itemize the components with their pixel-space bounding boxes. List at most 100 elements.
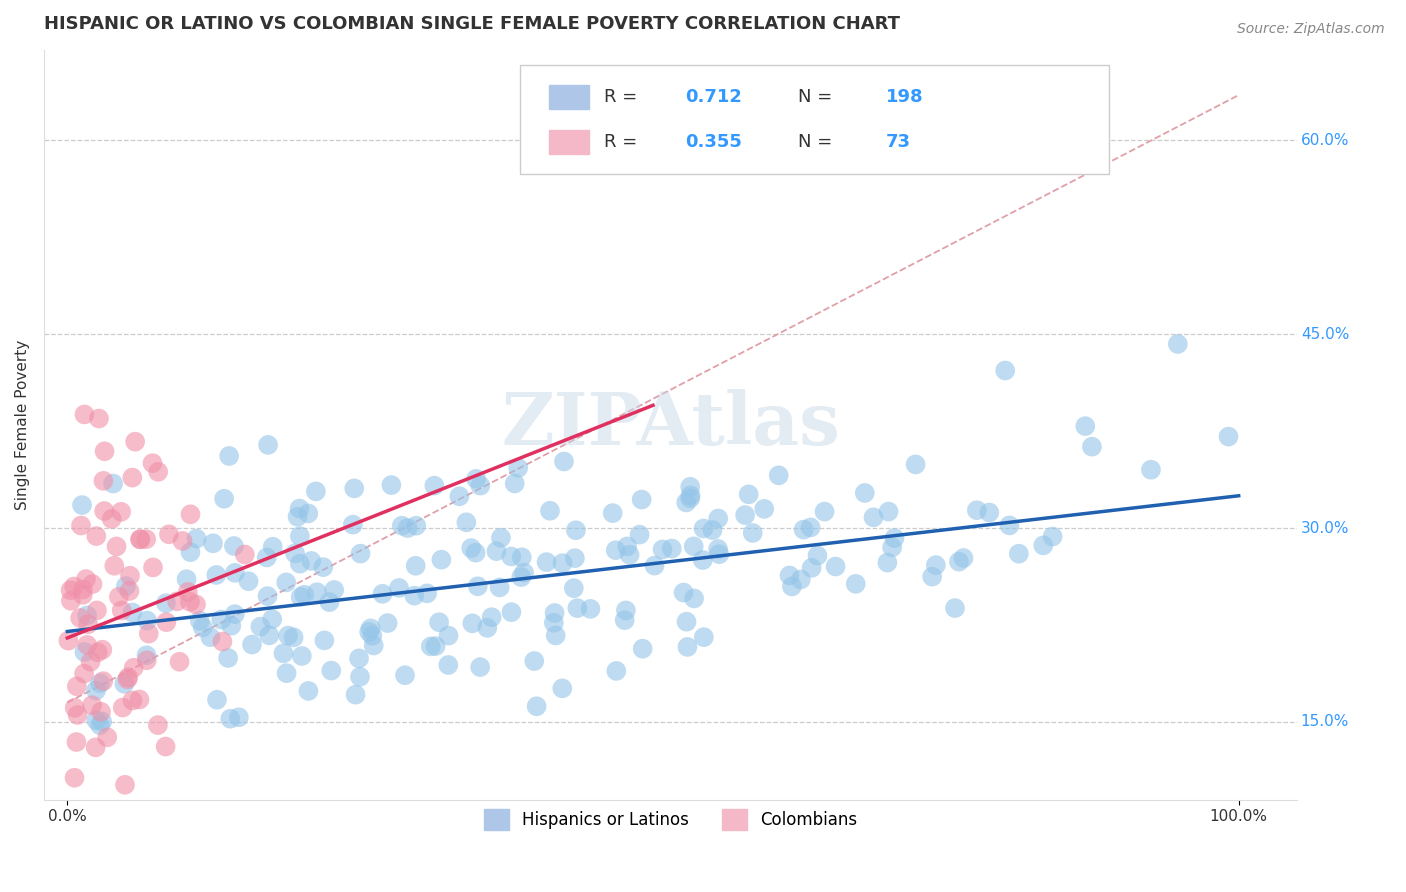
Point — [299, 554, 322, 568]
Point — [172, 533, 194, 548]
Point — [114, 778, 136, 792]
Point — [135, 532, 157, 546]
Text: R =: R = — [605, 88, 643, 106]
Point — [108, 590, 131, 604]
Point — [508, 460, 530, 475]
Point — [118, 568, 141, 582]
Point — [943, 601, 966, 615]
Point — [276, 575, 298, 590]
Point — [129, 532, 152, 546]
Point — [141, 456, 163, 470]
Text: Source: ZipAtlas.com: Source: ZipAtlas.com — [1237, 22, 1385, 37]
Point — [179, 595, 201, 609]
Point — [565, 523, 588, 537]
Point — [707, 511, 730, 525]
Point — [179, 545, 201, 559]
Text: 73: 73 — [886, 133, 911, 151]
Point — [224, 607, 246, 621]
Point — [292, 588, 315, 602]
Point — [288, 557, 311, 571]
Point — [877, 505, 900, 519]
Point — [449, 489, 471, 503]
Point — [218, 449, 240, 463]
Point — [347, 651, 370, 665]
Point — [59, 594, 82, 608]
Point — [66, 679, 89, 693]
Point — [101, 476, 124, 491]
Point — [211, 634, 233, 648]
Point — [579, 602, 602, 616]
Point — [485, 544, 508, 558]
Point — [779, 568, 801, 582]
Point — [63, 579, 86, 593]
Text: N =: N = — [799, 88, 838, 106]
Point — [69, 611, 91, 625]
Point — [277, 629, 299, 643]
Point — [1081, 440, 1104, 454]
Text: 30.0%: 30.0% — [1301, 521, 1350, 535]
Point — [65, 735, 87, 749]
Point — [979, 506, 1001, 520]
Point — [679, 480, 702, 494]
Point — [460, 541, 482, 555]
Point — [682, 539, 704, 553]
Point — [273, 646, 295, 660]
Point — [284, 546, 307, 560]
Point — [105, 540, 128, 554]
Point — [464, 546, 486, 560]
Point — [146, 718, 169, 732]
Point — [1140, 463, 1163, 477]
Point — [290, 590, 312, 604]
Point — [205, 568, 228, 582]
Bar — [548, 130, 589, 154]
Point — [72, 582, 94, 597]
Point — [853, 486, 876, 500]
Point — [155, 615, 177, 629]
Point — [813, 505, 835, 519]
Point — [96, 731, 118, 745]
Point — [510, 550, 533, 565]
Point — [676, 640, 699, 654]
Point — [179, 508, 201, 522]
Point — [430, 552, 453, 566]
Point — [117, 673, 139, 687]
Point — [91, 674, 114, 689]
Point — [118, 584, 141, 599]
Point — [679, 491, 702, 506]
Point — [82, 577, 104, 591]
Point — [467, 579, 489, 593]
Point — [124, 434, 146, 449]
Point — [135, 653, 157, 667]
Point — [288, 501, 311, 516]
Point — [377, 615, 399, 630]
Point — [59, 583, 82, 598]
Point — [110, 505, 132, 519]
Point — [693, 630, 716, 644]
Point — [862, 510, 884, 524]
Point — [543, 606, 565, 620]
Point — [465, 472, 488, 486]
Point — [66, 805, 89, 819]
Point — [209, 613, 232, 627]
Point — [75, 572, 97, 586]
Point — [359, 624, 381, 639]
Point — [224, 566, 246, 580]
Point — [423, 478, 446, 492]
Point — [806, 549, 828, 563]
Point — [344, 688, 367, 702]
Point — [614, 603, 637, 617]
Point — [952, 551, 974, 566]
Point — [416, 586, 439, 600]
Point — [461, 616, 484, 631]
Point — [734, 508, 756, 522]
Point — [741, 526, 763, 541]
Point — [631, 641, 654, 656]
Point — [73, 666, 96, 681]
Point — [77, 617, 100, 632]
Point — [630, 492, 652, 507]
Point — [998, 518, 1021, 533]
Point — [84, 714, 107, 728]
Point — [1074, 419, 1097, 434]
Point — [93, 444, 115, 458]
Legend: Hispanics or Latinos, Colombians: Hispanics or Latinos, Colombians — [477, 803, 865, 836]
